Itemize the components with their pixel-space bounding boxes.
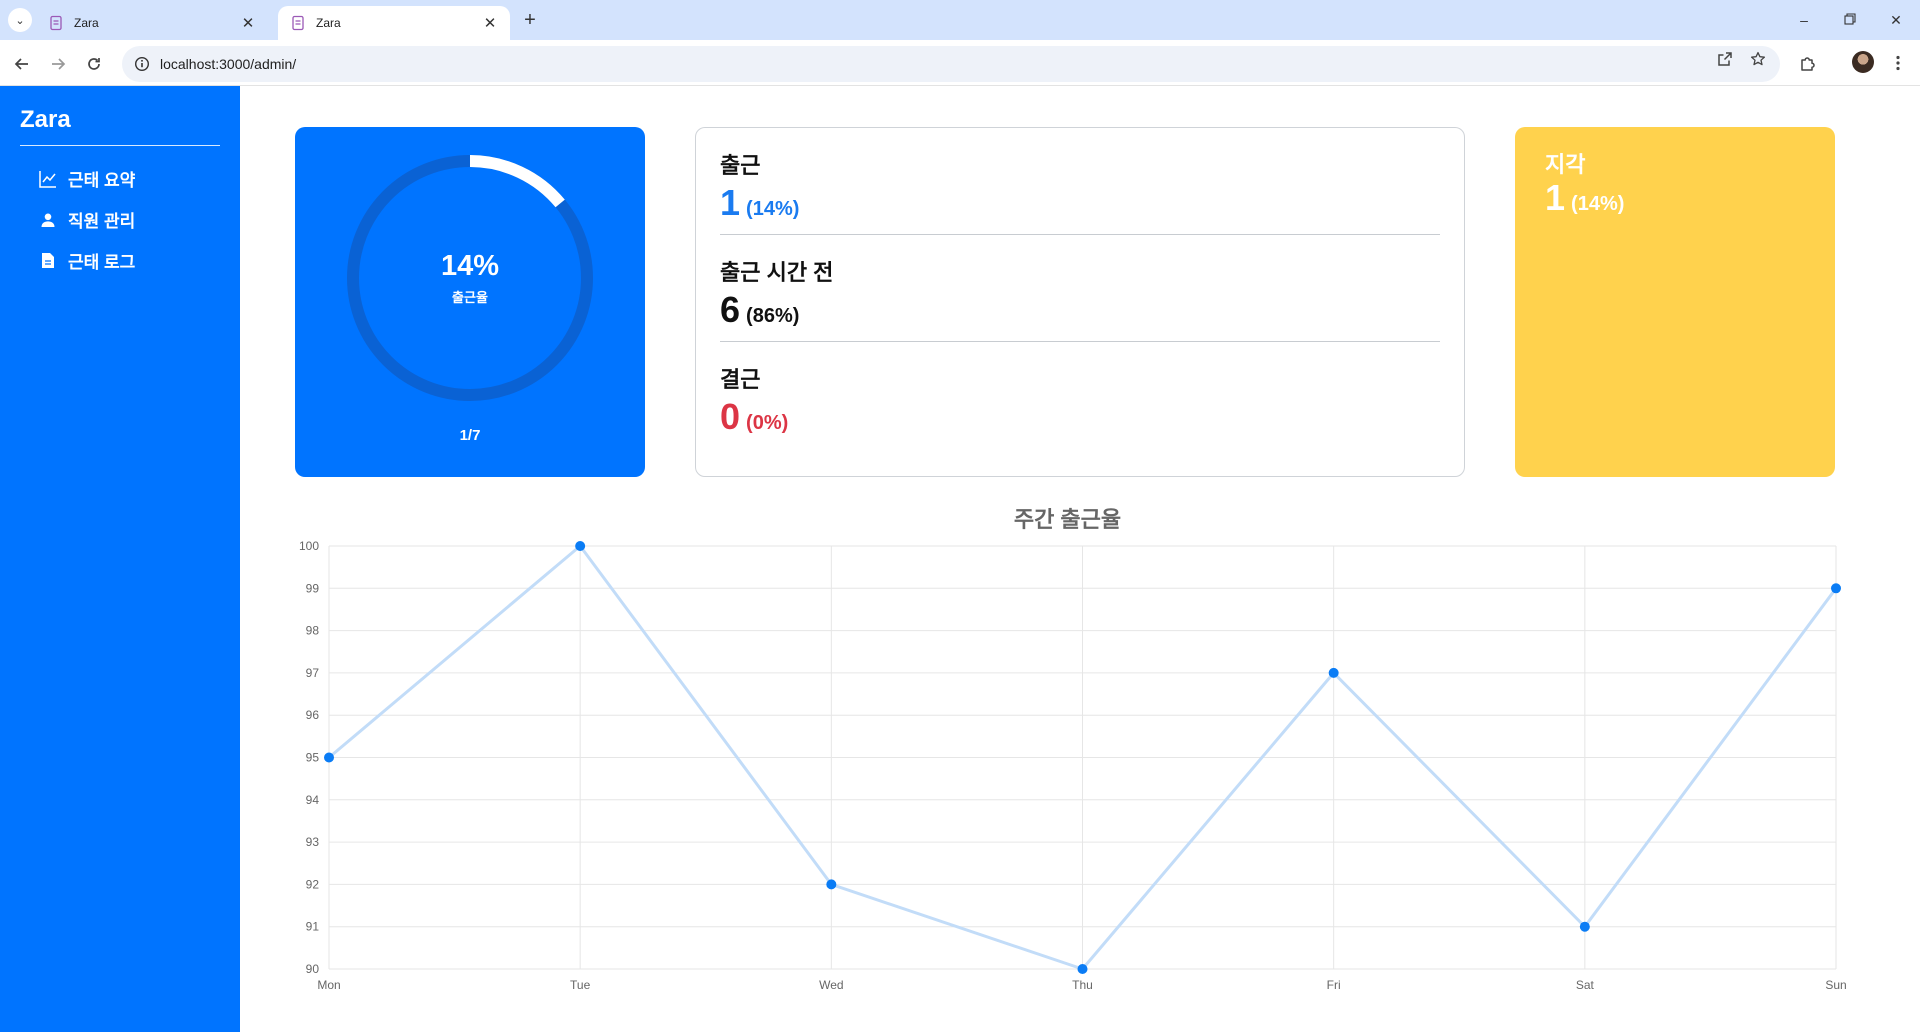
chart-line-icon [38, 169, 58, 189]
data-point [1328, 667, 1339, 678]
data-point [1579, 921, 1590, 932]
sidebar-item-attendance-summary[interactable]: 근태 요약 [38, 166, 135, 191]
address-bar[interactable]: localhost:3000/admin/ [122, 46, 1780, 82]
tab-search-button[interactable]: ⌄ [8, 8, 32, 32]
data-point [324, 752, 334, 763]
stat-label: 출근 [720, 153, 761, 178]
restore-button[interactable] [1830, 4, 1870, 36]
stat-percent: (0%) [746, 412, 789, 434]
tab-title: Zara [74, 16, 99, 30]
reload-icon [88, 58, 100, 70]
stat-before-check-in: 출근 시간 전 6 (86%) [720, 255, 1440, 331]
y-tick-label: 93 [306, 835, 320, 849]
attendance-rate-ring [347, 155, 593, 401]
sidebar-item-label: 근태 로그 [68, 253, 136, 272]
attendance-stats-card: 출근 1 (14%) 출근 시간 전 6 (86%) 결근 0 (0%) [695, 127, 1465, 477]
arrow-right-icon [52, 58, 66, 70]
data-point [826, 879, 837, 890]
stat-label: 출근 시간 전 [720, 260, 834, 285]
x-tick-label: Thu [1072, 978, 1093, 992]
stat-percent: (86%) [746, 305, 800, 327]
late-count: 1 [1545, 177, 1566, 218]
attendance-rate-label: 출근율 [452, 290, 488, 305]
info-icon[interactable] [134, 56, 150, 72]
stat-divider [720, 234, 1440, 235]
brand-logo[interactable]: Zara [20, 106, 71, 133]
page-favicon-icon [48, 15, 64, 31]
chevron-down-icon: ⌄ [15, 14, 25, 27]
y-tick-label: 95 [306, 751, 320, 765]
arrow-left-icon [14, 58, 28, 70]
document-icon [38, 251, 58, 271]
late-value: 1 (14%) [1545, 177, 1624, 219]
sidebar-item-label: 근태 요약 [68, 171, 136, 190]
x-tick-label: Tue [570, 978, 591, 992]
x-tick-label: Fri [1327, 978, 1341, 992]
tab-title: Zara [316, 16, 341, 30]
close-window-button[interactable]: ✕ [1876, 4, 1916, 36]
late-percent: (14%) [1571, 193, 1625, 215]
back-button[interactable] [8, 50, 36, 78]
address-url[interactable]: localhost:3000/admin/ [160, 56, 297, 72]
browser-tab-strip: ⌄ Zara ✕ Zara ✕ + – ✕ [0, 0, 1920, 40]
close-icon[interactable]: ✕ [483, 15, 497, 32]
data-point [1077, 964, 1088, 974]
weekly-attendance-line-chart: 90 91 92 93 94 95 96 97 98 99 100 Mon Tue Wed Thu Fri Sa… [299, 539, 1847, 992]
browser-tab-active[interactable]: Zara ✕ [278, 6, 510, 40]
stat-absent: 결근 0 (0%) [720, 362, 1440, 438]
sidebar-item-attendance-log[interactable]: 근태 로그 [38, 248, 135, 273]
y-tick-label: 98 [306, 624, 320, 638]
plus-icon: + [524, 8, 536, 31]
user-icon [38, 210, 58, 230]
x-tick-label: Sat [1576, 978, 1595, 992]
minimize-button[interactable]: – [1784, 4, 1824, 36]
x-tick-label: Sun [1825, 978, 1846, 992]
sidebar: Zara 근태 요약 직원 관리 근태 로그 [0, 86, 240, 1032]
attendance-rate-card: 14% 출근율 1/7 [295, 127, 645, 477]
x-tick-label: Wed [819, 978, 843, 992]
stat-count: 1 [720, 182, 741, 223]
stat-percent: (14%) [746, 198, 800, 220]
extensions-icon[interactable] [1796, 51, 1820, 75]
y-tick-label: 91 [306, 920, 320, 934]
y-tick-label: 97 [306, 666, 320, 680]
attendance-rate-fraction: 1/7 [459, 427, 481, 444]
stat-check-in: 출근 1 (14%) [720, 148, 1440, 224]
profile-avatar[interactable] [1852, 51, 1874, 73]
forward-button[interactable] [44, 50, 72, 78]
late-card: 지각 1 (14%) [1515, 127, 1835, 477]
page-favicon-icon [290, 15, 306, 31]
new-tab-button[interactable]: + [518, 8, 542, 32]
late-label: 지각 [1545, 152, 1586, 177]
close-icon: ✕ [1890, 11, 1902, 28]
browser-toolbar: localhost:3000/admin/ [0, 40, 1920, 86]
stat-count: 6 [720, 289, 741, 330]
x-tick-label: Mon [317, 978, 340, 992]
bookmark-star-icon[interactable] [1747, 48, 1769, 70]
y-tick-label: 96 [306, 708, 320, 722]
minimize-icon: – [1800, 12, 1808, 28]
restore-icon [1844, 12, 1856, 28]
browser-tab[interactable]: Zara ✕ [36, 6, 268, 40]
y-tick-label: 90 [306, 962, 320, 976]
sidebar-divider [20, 145, 220, 146]
attendance-rate-percent: 14% [440, 250, 500, 282]
y-tick-label: 100 [299, 539, 319, 553]
stat-count: 0 [720, 396, 741, 437]
y-tick-label: 92 [306, 877, 320, 891]
data-point [575, 541, 586, 551]
sidebar-item-staff-management[interactable]: 직원 관리 [38, 207, 135, 232]
sidebar-item-label: 직원 관리 [68, 212, 136, 231]
more-vertical-icon[interactable] [1886, 51, 1910, 75]
y-tick-label: 99 [306, 581, 320, 595]
attendance-rate-progress [347, 155, 593, 401]
stat-divider [720, 341, 1440, 342]
stat-label: 결근 [720, 367, 761, 392]
y-tick-label: 94 [306, 793, 320, 807]
chart-title: 주간 출근율 [1013, 507, 1122, 532]
reload-button[interactable] [80, 50, 108, 78]
close-icon[interactable]: ✕ [241, 15, 255, 32]
open-in-new-icon[interactable] [1714, 48, 1736, 70]
data-point [1831, 583, 1841, 594]
